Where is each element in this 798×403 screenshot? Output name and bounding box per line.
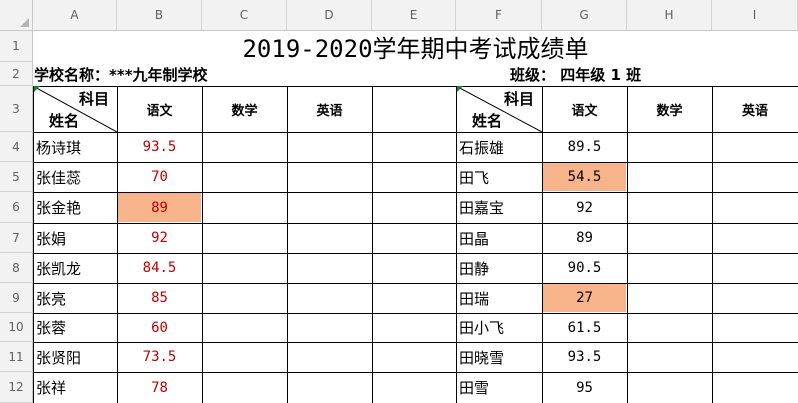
select-all-corner[interactable] [0,0,33,31]
right-student-score[interactable]: 89.5 [567,139,602,155]
column-header-c[interactable]: C [202,0,287,31]
grid-line [627,86,628,403]
grid-line [33,253,798,254]
row-header-12[interactable]: 12 [0,372,33,403]
header-chinese-left[interactable]: 语文 [146,103,173,119]
row-header-9[interactable]: 9 [0,283,33,313]
header-math-left[interactable]: 数学 [231,103,258,119]
right-student-score[interactable]: 61.5 [567,319,602,336]
grid-line [33,86,798,87]
name-label: 姓名 [472,112,503,130]
grid-line [456,86,457,403]
column-header-g[interactable]: G [542,0,627,31]
left-student-name[interactable]: 张佳蕊 [36,168,82,187]
sheet-title[interactable]: 2019-2020学年期中考试成绩单 [242,35,589,62]
row-header-10[interactable]: 10 [0,313,33,342]
error-indicator-icon [457,86,463,92]
left-student-score[interactable]: 92 [151,230,168,246]
column-header-d[interactable]: D [287,0,372,31]
header-english-left[interactable]: 英语 [316,103,343,119]
grid-line [372,86,373,403]
left-student-score-highlighted[interactable]: 89 [118,193,201,222]
left-student-name[interactable]: 张凯龙 [36,259,82,278]
left-student-name[interactable]: 张贤阳 [36,348,82,367]
column-header-h[interactable]: H [627,0,712,31]
grid-line [33,162,798,163]
right-student-name[interactable]: 田晶 [459,229,490,248]
header-math-right[interactable]: 数学 [656,103,683,119]
column-header-e[interactable]: E [372,0,456,31]
grid-line [33,86,34,403]
row-header-3[interactable]: 3 [0,86,33,132]
school-name[interactable]: 学校名称：***九年制学校 [34,65,208,84]
left-student-score[interactable]: 93.5 [142,139,177,155]
right-student-name[interactable]: 田静 [459,259,490,278]
left-student-name[interactable]: 张蓉 [36,319,67,337]
right-student-name[interactable]: 田瑞 [459,289,490,308]
corner-triangle-icon [20,18,29,27]
right-student-name[interactable]: 田小飞 [459,319,505,337]
right-student-score-highlighted[interactable]: 54.5 [543,163,626,191]
right-student-name[interactable]: 田飞 [459,168,490,187]
left-student-name[interactable]: 张金艳 [36,199,82,217]
grid-line [33,342,798,343]
left-student-score[interactable]: 70 [151,169,168,185]
right-student-name[interactable]: 田晓雪 [459,348,505,367]
name-label: 姓名 [49,112,80,130]
column-header-f[interactable]: F [456,0,542,31]
row-header-1[interactable]: 1 [0,31,33,62]
column-header-i[interactable]: I [712,0,798,31]
right-student-name[interactable]: 田嘉宝 [459,199,505,217]
right-student-name[interactable]: 石振雄 [459,138,505,157]
right-student-score-highlighted[interactable]: 27 [543,284,626,312]
grid-line [33,283,798,284]
left-student-score[interactable]: 78 [151,379,168,396]
grid-line [33,372,798,373]
grid-line [33,313,798,314]
grid-line [287,86,288,403]
diagonal-header-left[interactable]: 科目 姓名 [33,86,117,132]
error-indicator-icon [34,86,40,92]
grid-line [33,132,798,133]
grid-line [33,192,798,193]
header-english-right[interactable]: 英语 [741,103,768,119]
row-header-2[interactable]: 2 [0,62,33,86]
diagonal-line [33,86,117,132]
grid-line [33,223,798,224]
column-header-b[interactable]: B [117,0,202,31]
subject-label: 科目 [78,90,109,108]
right-student-score[interactable]: 95 [576,379,593,396]
row-header-11[interactable]: 11 [0,342,33,372]
grid-line [542,86,543,403]
subject-label: 科目 [503,90,534,108]
row-header-5[interactable]: 5 [0,162,33,192]
diagonal-line [456,86,542,132]
left-student-score[interactable]: 73.5 [142,349,177,365]
left-student-name[interactable]: 杨诗琪 [36,138,82,157]
grid-line [712,86,713,403]
column-header-a[interactable]: A [33,0,117,31]
left-student-name[interactable]: 张亮 [36,289,67,308]
row-header-7[interactable]: 7 [0,223,33,253]
class-name[interactable]: 班级： 四年级 1 班 [510,65,642,84]
row-header-4[interactable]: 4 [0,132,33,162]
row-header-8[interactable]: 8 [0,253,33,283]
right-student-score[interactable]: 93.5 [567,349,602,365]
row-header-6[interactable]: 6 [0,192,33,223]
left-student-score[interactable]: 85 [151,290,168,306]
right-student-score[interactable]: 90.5 [567,260,602,276]
left-student-name[interactable]: 张娟 [36,229,67,248]
right-student-name[interactable]: 田雪 [459,379,490,397]
right-student-score[interactable]: 92 [576,199,593,216]
grid-line [202,86,203,403]
diagonal-header-right[interactable]: 科目 姓名 [456,86,542,132]
header-chinese-right[interactable]: 语文 [571,103,598,119]
right-student-score[interactable]: 89 [576,230,593,246]
left-student-name[interactable]: 张祥 [36,379,67,397]
grid-line [117,86,118,403]
left-student-score[interactable]: 60 [151,319,168,336]
left-student-score[interactable]: 84.5 [142,260,177,276]
